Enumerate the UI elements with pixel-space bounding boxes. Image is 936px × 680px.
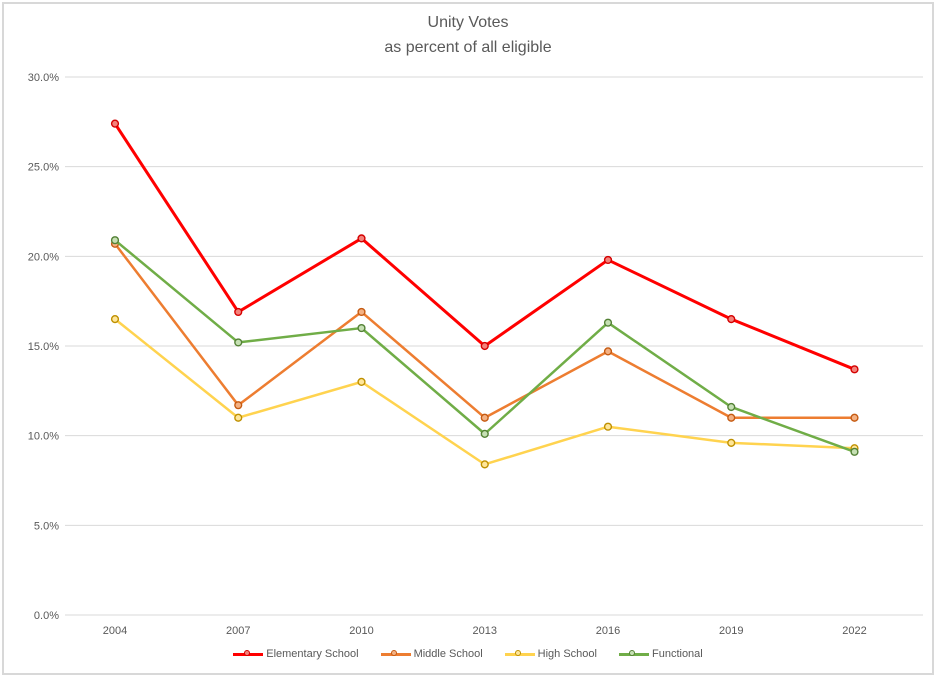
legend-label: Middle School (413, 648, 483, 660)
data-point-functional-2007 (234, 338, 243, 347)
legend-item-middle-school: Middle School (380, 648, 483, 660)
data-point-middle-school-2010 (357, 307, 366, 317)
data-point-high-school-2010 (357, 377, 366, 386)
legend-dot (391, 649, 398, 656)
legend-item-functional: Functional (618, 648, 703, 660)
data-point-functional-2010 (357, 323, 366, 333)
data-point-elementary-school-2007 (234, 307, 243, 317)
data-point-functional-2013 (480, 429, 489, 438)
x-tick-label-2007: 2007 (226, 625, 250, 637)
chart-title-block: Unity Votes as percent of all eligible (4, 10, 932, 60)
chart-title: Unity Votes (427, 14, 509, 31)
legend-item-high-school: High School (504, 648, 597, 660)
legend-dot (243, 649, 250, 656)
data-point-elementary-school-2019 (727, 315, 736, 324)
data-point-high-school-2019 (727, 438, 736, 447)
legend-label: High School (537, 648, 597, 660)
y-tick-label: 20.0% (28, 251, 59, 263)
x-tick-label-2010: 2010 (349, 625, 373, 637)
x-tick-label-2019: 2019 (719, 625, 743, 637)
x-tick-label-2022: 2022 (842, 625, 866, 637)
y-tick-label: 5.0% (34, 520, 59, 532)
x-tick-label-2013: 2013 (473, 625, 497, 637)
legend: Elementary School Middle School High Schoo… (4, 648, 932, 660)
data-point-functional-2016 (603, 318, 613, 327)
y-tick-label: 25.0% (28, 162, 59, 174)
data-point-high-school-2007 (234, 413, 243, 422)
y-tick-label: 10.0% (28, 431, 59, 443)
data-point-middle-school-2022 (850, 413, 859, 422)
x-tick-label-2004: 2004 (103, 625, 127, 637)
data-point-middle-school-2013 (480, 413, 489, 422)
data-point-elementary-school-2013 (480, 341, 489, 351)
data-point-middle-school-2007 (234, 401, 243, 410)
legend-dot (515, 649, 522, 656)
legend-line-marker-icon (380, 649, 411, 659)
data-point-elementary-school-2004 (110, 119, 120, 128)
data-point-elementary-school-2022 (850, 365, 859, 374)
data-point-high-school-2013 (480, 460, 489, 469)
data-point-functional-2004 (110, 236, 120, 245)
data-point-middle-school-2016 (603, 347, 613, 356)
legend-line-marker-icon (504, 649, 535, 659)
legend-line-marker-icon (233, 649, 264, 659)
data-point-functional-2022 (850, 447, 859, 456)
data-point-elementary-school-2010 (357, 234, 366, 243)
legend-line-marker-icon (618, 649, 649, 659)
legend-dot (629, 649, 636, 656)
data-point-high-school-2016 (603, 422, 613, 431)
legend-label: Elementary School (266, 648, 359, 660)
x-tick-label-2016: 2016 (596, 625, 620, 637)
y-tick-label: 15.0% (28, 341, 59, 353)
legend-label: Functional (651, 648, 703, 660)
y-tick-label: 30.0% (28, 72, 59, 84)
chart-subtitle: as percent of all eligible (384, 39, 552, 56)
legend-item-elementary-school: Elementary School (233, 648, 359, 660)
y-tick-label: 0.0% (34, 610, 59, 622)
data-point-functional-2019 (727, 402, 736, 412)
series-line-high-school (113, 317, 856, 466)
data-point-middle-school-2019 (727, 413, 736, 422)
data-point-high-school-2004 (110, 315, 120, 324)
data-point-elementary-school-2016 (603, 255, 613, 265)
